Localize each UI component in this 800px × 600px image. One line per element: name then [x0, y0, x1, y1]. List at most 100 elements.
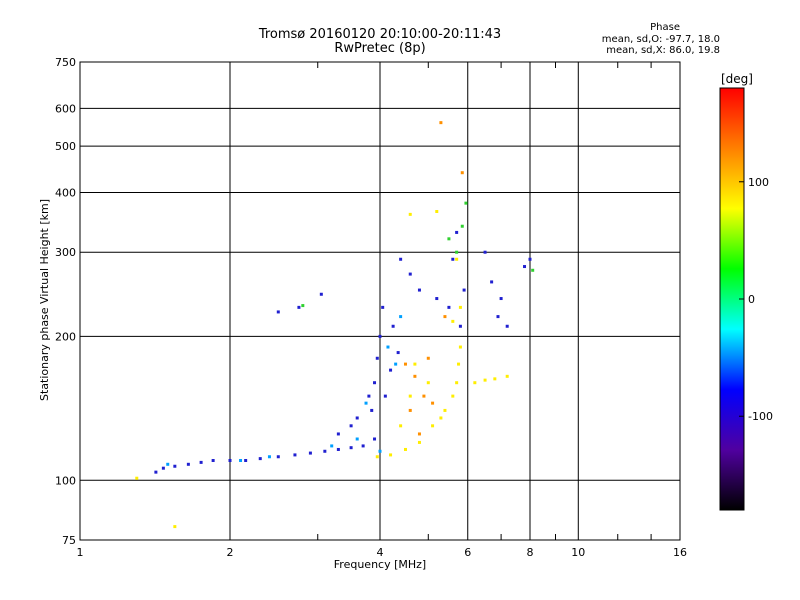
phase-header: Phase: [650, 22, 680, 33]
data-point: [531, 268, 535, 272]
data-point: [394, 362, 398, 366]
x-tick-label: 6: [464, 546, 471, 559]
colorbar: 100 0 -100: [719, 87, 773, 511]
data-point: [439, 121, 443, 125]
data-point: [496, 315, 500, 319]
data-point: [447, 305, 451, 309]
data-point: [417, 432, 421, 436]
data-point: [355, 437, 359, 441]
colorbar-tick-label: -100: [748, 410, 773, 423]
data-point: [505, 324, 509, 328]
data-point: [464, 201, 468, 205]
colorbar-gradient: [719, 87, 745, 511]
data-point: [373, 381, 377, 385]
data-point: [389, 453, 393, 457]
data-points: [135, 121, 535, 529]
data-point: [528, 257, 532, 261]
data-point: [417, 288, 421, 292]
y-tick-label: 100: [55, 474, 76, 487]
chart-subtitle: RwPretec (8p): [334, 41, 426, 56]
data-point: [383, 394, 387, 398]
grid-lines: [80, 62, 680, 540]
data-point: [483, 378, 487, 382]
data-point: [336, 447, 340, 451]
data-point: [396, 351, 400, 355]
data-point: [378, 334, 382, 338]
data-point: [373, 437, 377, 441]
data-point: [364, 401, 368, 405]
data-point: [367, 394, 371, 398]
data-point: [258, 457, 262, 461]
data-point: [462, 288, 466, 292]
data-point: [297, 305, 301, 309]
data-point: [435, 210, 439, 214]
data-point: [391, 324, 395, 328]
x-axis-ticks: 1 2 4 6 8 10 16: [77, 546, 688, 559]
data-point: [399, 424, 403, 428]
x-tick-label: 2: [227, 546, 234, 559]
data-point: [375, 455, 379, 459]
y-tick-label: 300: [55, 246, 76, 259]
x-axis-label: Frequency [MHz]: [334, 558, 426, 571]
data-point: [457, 362, 461, 366]
data-point: [161, 466, 165, 470]
data-point: [413, 374, 417, 378]
data-point: [523, 265, 527, 269]
data-point: [483, 250, 487, 254]
data-point: [451, 319, 455, 323]
data-point: [473, 381, 477, 385]
data-point: [439, 416, 443, 420]
data-point: [417, 440, 421, 444]
data-point: [403, 447, 407, 451]
phase-x-stats: mean, sd,X: 86.0, 19.8: [606, 45, 720, 56]
data-point: [460, 224, 464, 228]
data-point: [135, 476, 139, 480]
data-point: [413, 362, 417, 366]
data-point: [186, 462, 190, 466]
chart-title: Tromsø 20160120 20:10:00-20:11:43: [258, 27, 502, 42]
data-point: [399, 257, 403, 261]
data-point: [426, 356, 430, 360]
data-point: [361, 444, 365, 448]
x-tick-label: 4: [377, 546, 384, 559]
data-point: [455, 250, 459, 254]
y-tick-label: 200: [55, 330, 76, 343]
data-point: [458, 324, 462, 328]
data-point: [490, 280, 494, 284]
data-point: [308, 451, 312, 455]
y-axis-label: Stationary phase Virtual Height [km]: [38, 199, 51, 401]
data-point: [458, 305, 462, 309]
data-point: [422, 394, 426, 398]
data-point: [336, 432, 340, 436]
data-point: [330, 444, 334, 448]
data-point: [166, 462, 170, 466]
data-point: [267, 455, 271, 459]
data-point: [455, 257, 459, 261]
data-point: [408, 408, 412, 412]
data-point: [455, 381, 459, 385]
y-tick-label: 400: [55, 186, 76, 199]
data-point: [386, 345, 390, 349]
data-point: [389, 368, 393, 372]
colorbar-tick-label: 100: [748, 176, 769, 189]
data-point: [239, 458, 243, 462]
data-point: [375, 356, 379, 360]
x-tick-label: 16: [673, 546, 687, 559]
data-point: [244, 458, 248, 462]
data-point: [431, 401, 435, 405]
data-point: [451, 394, 455, 398]
data-point: [173, 464, 177, 468]
data-point: [455, 230, 459, 234]
data-point: [493, 377, 497, 381]
data-point: [370, 408, 374, 412]
data-point: [319, 292, 323, 296]
data-point: [443, 315, 447, 319]
data-point: [408, 272, 412, 276]
data-point: [349, 446, 353, 450]
data-point: [381, 305, 385, 309]
x-tick-label: 1: [77, 546, 84, 559]
data-point: [505, 374, 509, 378]
data-point: [199, 460, 203, 464]
data-point: [447, 237, 451, 241]
